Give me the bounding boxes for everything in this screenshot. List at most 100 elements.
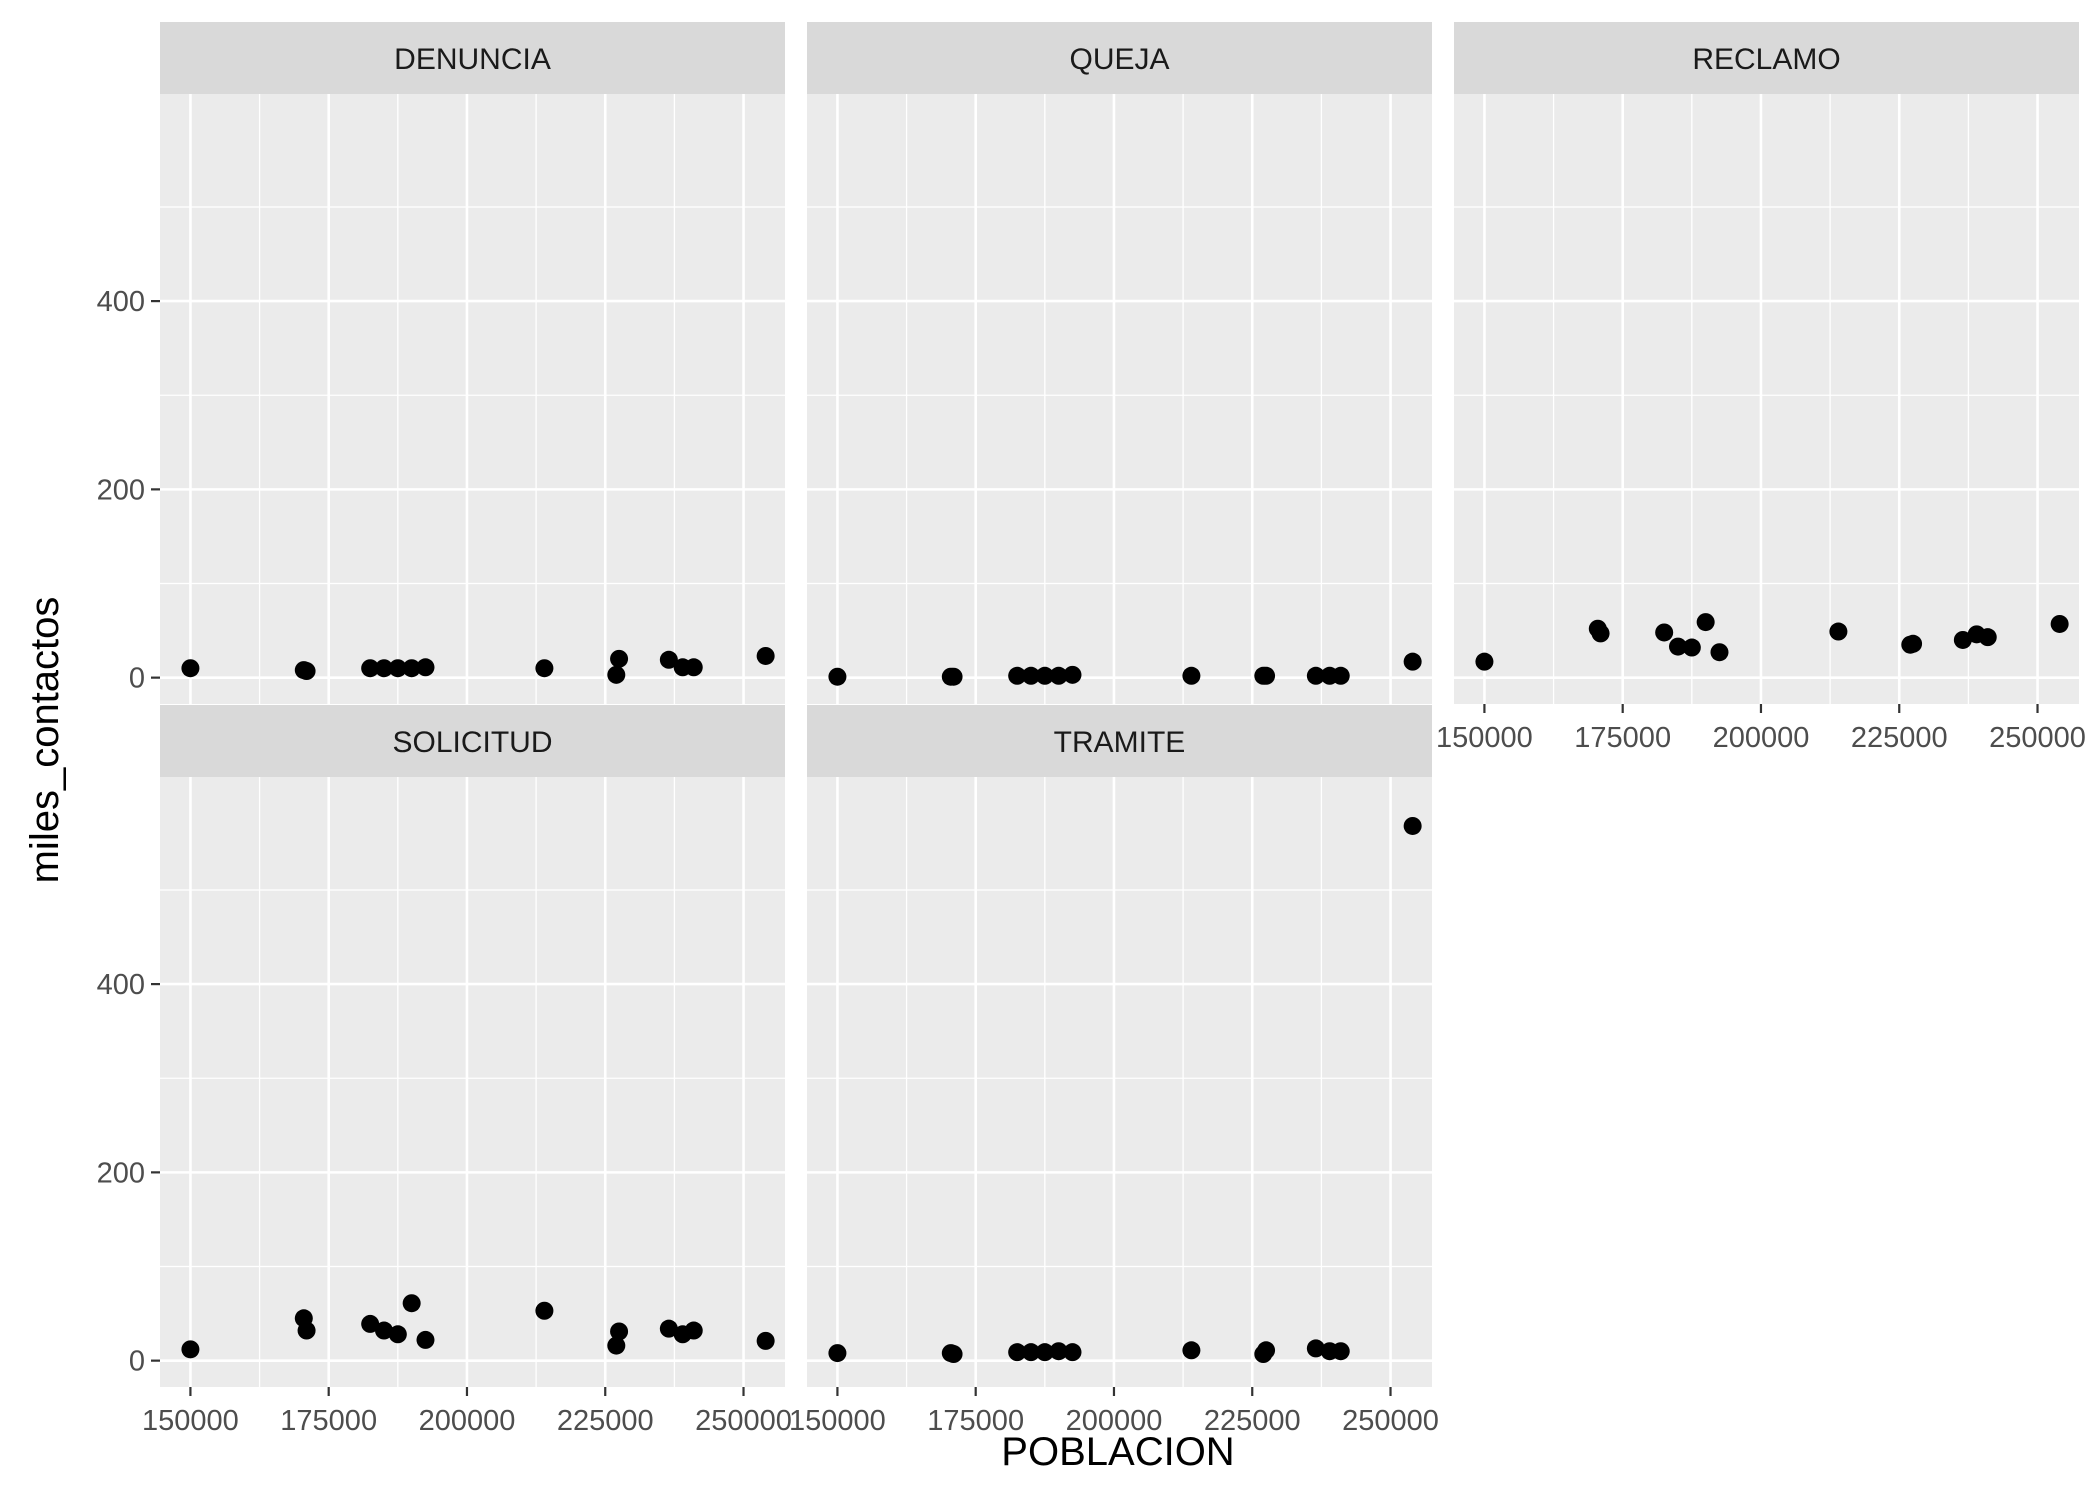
data-point [1035,1343,1054,1362]
data-point [1182,1341,1201,1360]
facet-strip-tramite [807,705,1432,777]
data-point [607,665,626,684]
facet-tramite: TRAMITE 150000 175000 200000 225000 250000 [789,705,1439,1437]
data-point [361,659,380,678]
data-point [756,646,775,665]
data-point [1331,1342,1350,1361]
data-point [1904,634,1923,653]
data-point [1403,816,1422,835]
facet-label-denuncia: DENUNCIA [394,43,551,76]
x-tick-label: 200000 [1713,722,1810,754]
data-point [402,1294,421,1313]
x-tick-label: 175000 [927,1405,1024,1437]
x-axis-title: POBLACION [1001,1430,1234,1474]
data-point [610,649,629,668]
data-point [944,1345,963,1364]
data-point [2050,614,2069,633]
x-tick-label: 200000 [1066,1405,1163,1437]
data-point [402,659,421,678]
data-point [1682,638,1701,657]
data-point [1306,1339,1325,1358]
x-tick-label: 250000 [1342,1405,1439,1437]
panel-background-reclamo [1454,94,2079,704]
facet-label-tramite: TRAMITE [1054,726,1186,759]
x-tick-label: 150000 [142,1405,239,1437]
x-tick-label: 175000 [1574,722,1671,754]
data-point [181,1340,200,1359]
panel-background-queja [807,94,1432,704]
data-point [1710,643,1729,662]
x-tick-label: 150000 [1436,722,1533,754]
y-tick-label: 400 [97,286,145,318]
data-point [1035,666,1054,685]
x-tick-label: 150000 [789,1405,886,1437]
x-tick-label: 250000 [1989,722,2086,754]
data-point [684,1321,703,1340]
data-point [1696,613,1715,632]
data-point [607,1336,626,1355]
data-point [1182,666,1201,685]
data-point [1306,666,1325,685]
data-point [1829,622,1848,641]
data-point [535,659,554,678]
data-point [1022,666,1041,685]
data-point [610,1322,629,1341]
data-point [388,659,407,678]
data-point [659,1319,678,1338]
x-tick-label: 250000 [695,1405,792,1437]
facet-strip-reclamo [1454,22,2079,94]
data-point [1257,1341,1276,1360]
y-tick-label: 400 [97,969,145,1001]
data-point [1257,666,1276,685]
data-point [388,1325,407,1344]
facet-label-queja: QUEJA [1069,43,1169,76]
y-tick-label: 0 [129,1346,145,1378]
facet-strip-queja [807,22,1432,94]
data-point [416,1330,435,1349]
data-point [1978,628,1997,647]
data-point [181,659,200,678]
data-point [1655,623,1674,642]
data-point [684,658,703,677]
data-point [1063,1343,1082,1362]
y-axis-title: miles_contactos [23,597,67,884]
data-point [1331,666,1350,685]
data-point [1063,665,1082,684]
facet-denuncia: DENUNCIA 0 200 400 [97,22,785,704]
data-point [416,658,435,677]
data-point [828,1344,847,1363]
facet-strip-denuncia [160,22,785,94]
data-point [1669,637,1688,656]
data-point [1008,1343,1027,1362]
data-point [1049,1342,1068,1361]
panel-background-solicitud [160,777,785,1387]
facet-reclamo: RECLAMO 150000 175000 200000 225000 250000 [1436,22,2086,754]
data-point [659,650,678,669]
facet-panels: DENUNCIA 0 200 400 QUEJA RECLAMO 150000 175000 2… [97,22,2086,1437]
x-tick-label: 225000 [1851,722,1948,754]
facet-solicitud: SOLICITUD 0 200 400 150000 175000 200000 225000… [97,705,792,1437]
data-point [1022,1343,1041,1362]
y-tick-label: 200 [97,474,145,506]
facet-queja: QUEJA [807,22,1432,704]
facet-strip-solicitud [160,705,785,777]
data-point [1953,630,1972,649]
data-point [535,1301,554,1320]
panel-background-denuncia [160,94,785,704]
data-point [1475,652,1494,671]
x-tick-label: 175000 [280,1405,377,1437]
y-tick-label: 0 [129,663,145,695]
data-point [297,662,316,681]
data-point [297,1321,316,1340]
data-point [756,1331,775,1350]
data-point [1008,666,1027,685]
x-tick-label: 225000 [1204,1405,1301,1437]
data-point [1591,624,1610,643]
data-point [828,667,847,686]
y-tick-label: 200 [97,1157,145,1189]
data-point [1403,652,1422,671]
panel-background-tramite [807,777,1432,1387]
data-point [375,1321,394,1340]
facet-label-reclamo: RECLAMO [1692,43,1840,76]
